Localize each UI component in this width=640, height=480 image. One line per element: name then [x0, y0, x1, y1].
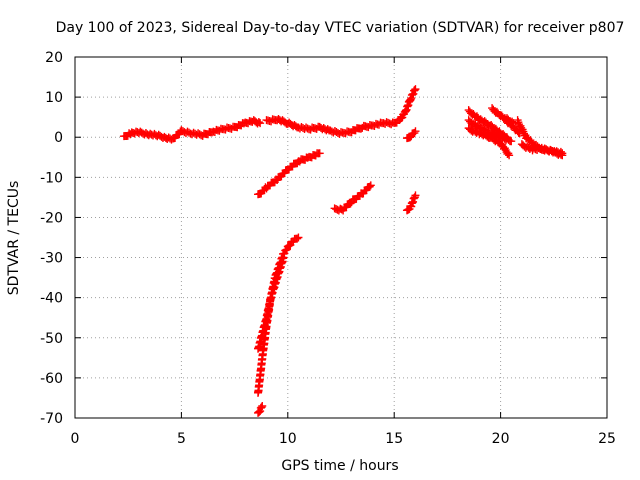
x-tick-label: 25	[598, 431, 616, 447]
chart-title: Day 100 of 2023, Sidereal Day-to-day VTE…	[56, 20, 625, 36]
series-arc2	[262, 85, 420, 139]
series-arc9	[254, 401, 267, 417]
data-point	[254, 118, 263, 127]
data-point	[504, 149, 513, 158]
plot-frame	[74, 56, 608, 419]
y-tick-label: -30	[40, 251, 63, 267]
data-point	[509, 119, 518, 128]
series-arc1	[119, 116, 265, 144]
data-point	[411, 191, 420, 200]
series-arc12	[464, 124, 514, 160]
data-point	[505, 151, 514, 160]
data-point	[315, 149, 324, 158]
series-arc3	[254, 149, 324, 199]
data-point	[500, 144, 509, 153]
x-tick-label: 20	[492, 431, 510, 447]
data-point	[365, 182, 374, 191]
data-point	[279, 253, 288, 262]
series-arc16	[502, 114, 518, 128]
series-arc15	[517, 140, 567, 158]
data-point	[558, 149, 567, 158]
y-tick-label: -40	[40, 291, 63, 307]
y-tick-label: -70	[40, 411, 63, 427]
series-arc6	[402, 127, 420, 143]
y-tick-label: 0	[54, 130, 63, 146]
y-axis-label: SDTVAR / TECUs	[6, 181, 22, 296]
data-point	[346, 199, 355, 208]
data-point	[258, 401, 267, 410]
series-arc4	[330, 181, 375, 215]
x-tick-label: 10	[279, 431, 297, 447]
y-tick-label: -20	[40, 210, 63, 226]
y-tick-label: -10	[40, 170, 63, 186]
x-tick-label: 15	[385, 431, 403, 447]
data-point	[257, 403, 266, 412]
x-tick-label: 5	[177, 431, 186, 447]
y-tick-label: -50	[40, 331, 63, 347]
grid-lines	[75, 57, 607, 418]
x-tick-label: 0	[71, 431, 80, 447]
data-point	[410, 128, 419, 137]
data-point	[256, 119, 265, 128]
data-point	[294, 233, 303, 242]
y-tick-label: -60	[40, 371, 63, 387]
data-point	[507, 137, 516, 146]
data-point	[508, 117, 517, 126]
data-points	[119, 85, 567, 417]
data-point	[411, 85, 420, 94]
y-tick-label: 10	[45, 90, 63, 106]
data-point	[366, 181, 375, 190]
y-tick-label: 20	[45, 50, 63, 66]
x-axis-label: GPS time / hours	[281, 458, 398, 474]
data-point	[411, 127, 420, 136]
axis-ticks: 0 5 10 15 20 25 -70 -60 -50 -40 -30 -20 -10 0 10 20	[40, 50, 616, 447]
series-arc7	[254, 233, 303, 353]
data-point	[293, 234, 302, 243]
series-arc8	[254, 253, 288, 397]
data-point	[556, 147, 565, 156]
data-point	[410, 86, 419, 95]
series-arc5	[402, 191, 420, 215]
